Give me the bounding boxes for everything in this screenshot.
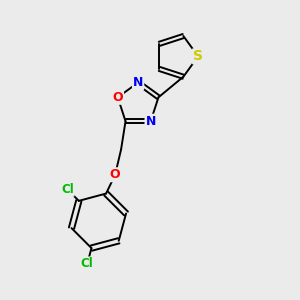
Text: Cl: Cl <box>81 257 94 270</box>
Text: N: N <box>133 76 143 89</box>
Text: O: O <box>110 168 120 181</box>
Text: N: N <box>146 115 156 128</box>
Text: O: O <box>112 91 123 104</box>
Text: Cl: Cl <box>61 183 74 196</box>
Text: S: S <box>193 50 203 63</box>
